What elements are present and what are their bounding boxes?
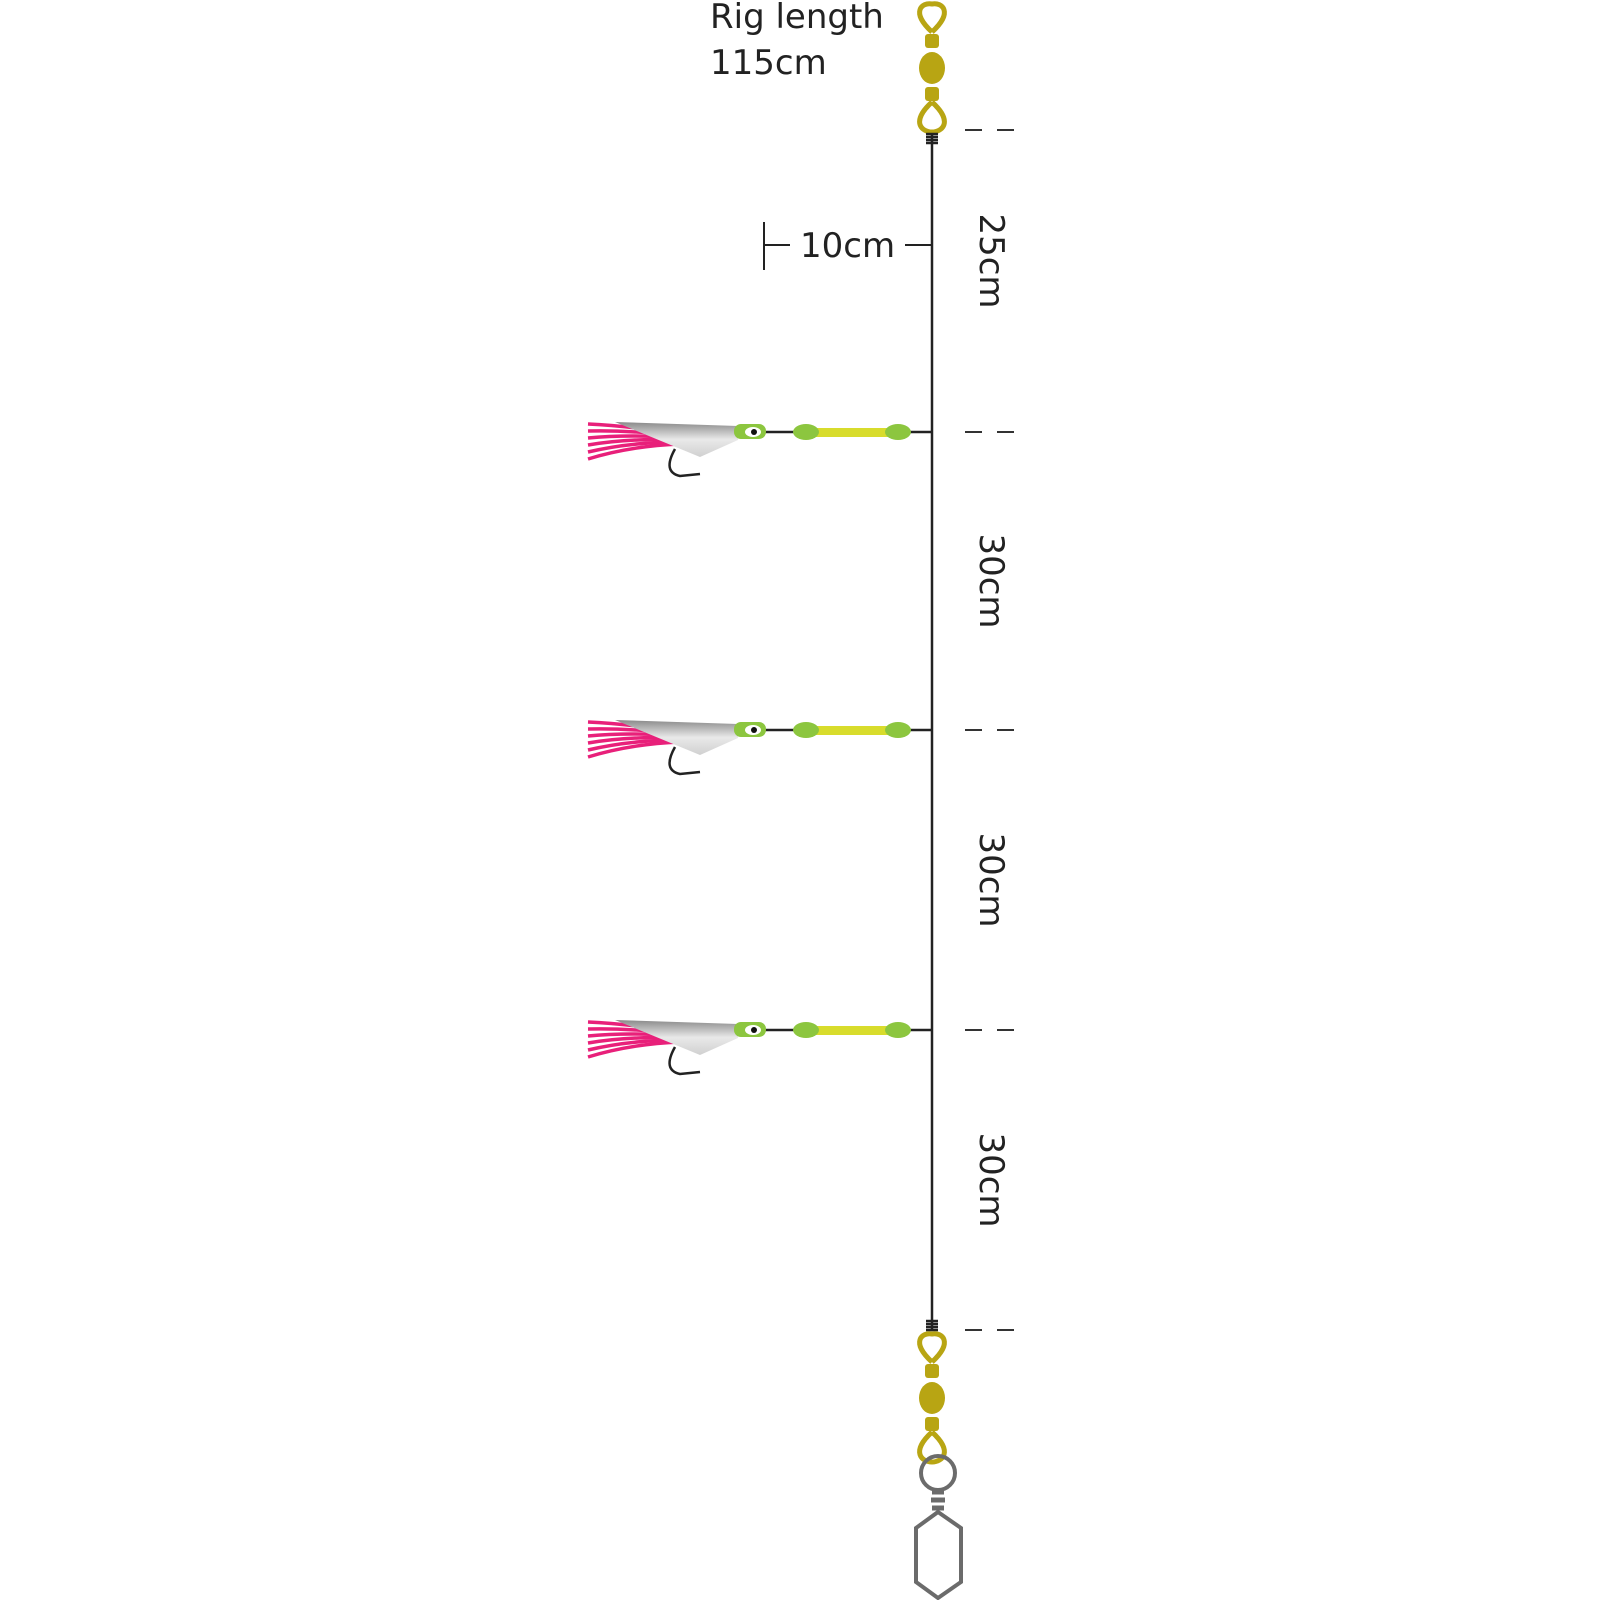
bottom-swivel-icon <box>917 1319 947 1465</box>
segment-length-label: 30cm <box>971 832 1011 927</box>
dropper-measure: 10cm <box>763 222 932 270</box>
rig-length-label: Rig length <box>710 0 884 37</box>
lure-icon <box>587 422 932 478</box>
rig-length-value: 115cm <box>710 43 827 83</box>
lure-icon <box>587 1020 932 1076</box>
snap-clip-icon <box>914 1454 963 1600</box>
segment-length-label: 25cm <box>971 213 1011 308</box>
dropper-length-label: 10cm <box>800 226 895 266</box>
segment-ticks <box>965 129 1014 1331</box>
segment-labels: 25cm 30cm 30cm 30cm <box>971 213 1011 1227</box>
top-swivel-icon <box>917 1 947 145</box>
segment-length-label: 30cm <box>971 533 1011 628</box>
segment-length-label: 30cm <box>971 1132 1011 1227</box>
lure-icon <box>587 720 932 776</box>
droppers <box>587 422 932 1076</box>
